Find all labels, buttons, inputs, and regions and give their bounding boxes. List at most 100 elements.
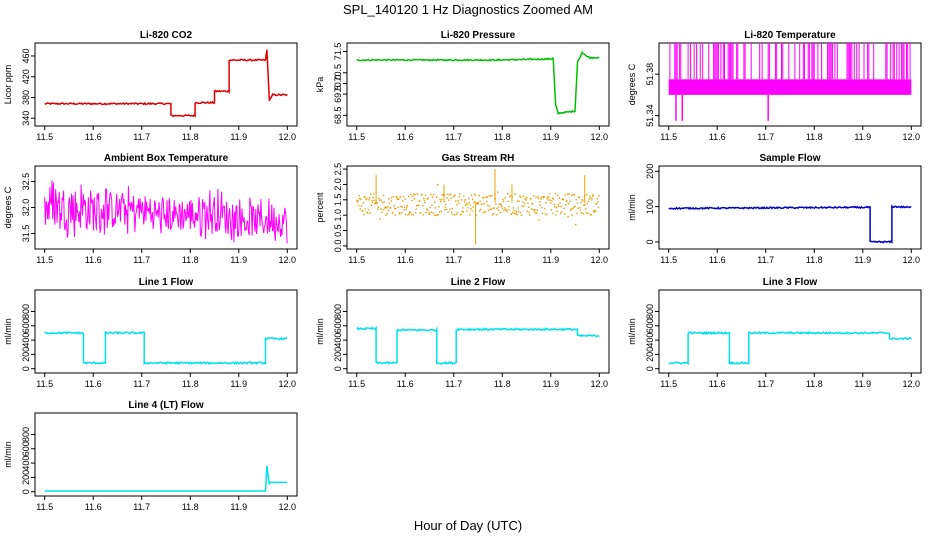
scatter-point (437, 213, 440, 216)
series-line (44, 331, 288, 366)
x-tick-label: 11.7 (133, 502, 150, 512)
scatter-point (579, 209, 582, 211)
scatter-point (501, 205, 503, 208)
scatter-point (463, 200, 466, 203)
scatter-point (397, 206, 399, 209)
scatter-point (434, 207, 437, 209)
scatter-point (384, 206, 387, 208)
scatter-point (422, 214, 424, 216)
y-axis-label: kPa (315, 77, 325, 93)
scatter-point (402, 195, 405, 198)
x-tick-label: 12.0 (279, 379, 297, 389)
scatter-point (436, 214, 438, 216)
series-line (356, 325, 600, 366)
x-tick-label: 12.0 (279, 255, 297, 265)
scatter-point (468, 201, 470, 204)
x-tick-label: 11.5 (660, 379, 677, 389)
y-tick-label: 400 (333, 333, 343, 348)
scatter-point (481, 203, 483, 206)
scatter-point (509, 195, 511, 198)
scatter-point (528, 211, 530, 214)
scatter-point (432, 212, 434, 214)
panel-title: Line 2 Flow (451, 277, 506, 288)
scatter-point (520, 196, 522, 199)
x-tick-label: 11.6 (397, 255, 414, 265)
scatter-point (506, 210, 508, 213)
scatter-point (523, 202, 526, 205)
scatter-point (531, 203, 534, 205)
x-tick-label: 12.0 (903, 132, 921, 142)
scatter-point (451, 211, 453, 213)
scatter-point (544, 207, 546, 210)
scatter-point (587, 200, 590, 202)
scatter-point (406, 206, 408, 208)
y-tick-label: 600 (333, 318, 343, 333)
scatter-point (420, 211, 422, 214)
scatter-point (393, 205, 395, 207)
scatter-point (586, 194, 588, 196)
scatter-point (496, 208, 498, 210)
scatter-point (598, 195, 600, 197)
scatter-point (386, 212, 388, 215)
x-tick-label: 11.9 (230, 502, 247, 512)
scatter-point (357, 200, 359, 202)
x-tick-label: 11.7 (133, 132, 150, 142)
data-layer (668, 330, 912, 366)
data-layer (356, 50, 600, 116)
scatter-point (369, 212, 371, 214)
scatter-point (406, 204, 409, 207)
scatter-point (489, 208, 491, 210)
scatter-point (570, 208, 572, 210)
scatter-point (460, 199, 463, 201)
scatter-point (572, 194, 575, 196)
scatter-point (520, 214, 523, 216)
x-tick-label: 11.6 (397, 132, 414, 142)
scatter-point (408, 212, 410, 215)
y-tick-label: 71.5 (333, 43, 343, 61)
scatter-point (554, 206, 556, 208)
x-tick-label: 11.8 (494, 255, 511, 265)
scatter-point (456, 212, 459, 214)
scatter-point (522, 195, 525, 197)
scatter-point (525, 199, 527, 201)
plot-frame (346, 42, 610, 127)
scatter-point (487, 209, 490, 212)
scatter-point (474, 194, 477, 197)
scatter-point (576, 212, 578, 215)
scatter-point (582, 200, 584, 202)
scatter-point (405, 213, 407, 216)
scatter-point (517, 207, 519, 209)
series-line (44, 49, 288, 118)
scatter-point (387, 209, 389, 212)
scatter-point (566, 193, 569, 195)
scatter-point (559, 212, 562, 214)
scatter-point (537, 195, 539, 198)
scatter-point (497, 206, 499, 208)
x-tick-label: 11.6 (397, 379, 414, 389)
chart-panel: Li-820 CO2 11.5 11.6 11.7 11.8 11.9 12.0 340 380… (3, 30, 298, 142)
scatter-point (385, 214, 387, 216)
y-tick-label: 0.5 (333, 224, 343, 237)
scatter-point (452, 213, 454, 216)
scatter-point (573, 206, 575, 208)
data-layer (356, 325, 600, 366)
y-tick-label: 0 (645, 239, 655, 244)
scatter-point (524, 197, 526, 200)
scatter-point (527, 206, 530, 209)
y-tick-label: 200 (21, 347, 31, 362)
scatter-point (473, 193, 476, 195)
x-tick-label: 12.0 (903, 379, 921, 389)
scatter-point (537, 197, 540, 200)
scatter-point (366, 211, 368, 213)
scatter-point (427, 209, 429, 211)
scatter-point (365, 198, 367, 201)
scatter-point (446, 197, 448, 199)
scatter-point (516, 200, 519, 203)
scatter-point (512, 207, 515, 209)
x-tick-label: 11.9 (854, 132, 871, 142)
scatter-point (453, 196, 455, 198)
scatter-point (421, 204, 424, 207)
scatter-point (486, 196, 488, 199)
y-tick-label: 32.5 (21, 173, 31, 191)
scatter-point (438, 211, 441, 213)
